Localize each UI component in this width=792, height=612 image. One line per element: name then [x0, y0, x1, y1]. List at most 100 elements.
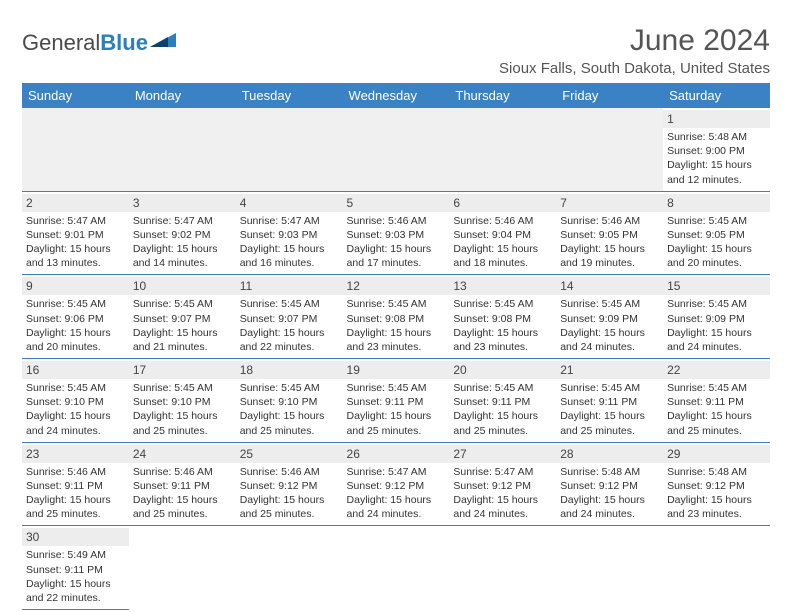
day-sunrise: Sunrise: 5:49 AM	[26, 548, 125, 562]
day-sunrise: Sunrise: 5:45 AM	[667, 381, 766, 395]
day-sunset: Sunset: 9:12 PM	[667, 479, 766, 493]
day-cell: 12Sunrise: 5:45 AMSunset: 9:08 PMDayligh…	[343, 275, 450, 358]
day-number: 30	[22, 528, 129, 546]
day-daylight1: Daylight: 15 hours	[26, 493, 125, 507]
day-daylight1: Daylight: 15 hours	[667, 326, 766, 340]
day-sunrise: Sunrise: 5:47 AM	[133, 214, 232, 228]
day-number: 19	[343, 361, 450, 379]
day-daylight1: Daylight: 15 hours	[667, 409, 766, 423]
day-sunrise: Sunrise: 5:46 AM	[560, 214, 659, 228]
day-number: 1	[663, 110, 770, 128]
day-sunrise: Sunrise: 5:45 AM	[453, 381, 552, 395]
empty-cell	[236, 108, 343, 191]
day-sunrise: Sunrise: 5:45 AM	[26, 381, 125, 395]
day-daylight2: and 25 minutes.	[240, 424, 339, 438]
day-daylight1: Daylight: 15 hours	[347, 493, 446, 507]
day-daylight1: Daylight: 15 hours	[133, 493, 232, 507]
day-daylight1: Daylight: 15 hours	[667, 242, 766, 256]
day-cell: 15Sunrise: 5:45 AMSunset: 9:09 PMDayligh…	[663, 275, 770, 358]
day-daylight1: Daylight: 15 hours	[453, 326, 552, 340]
day-sunset: Sunset: 9:11 PM	[26, 479, 125, 493]
day-daylight2: and 25 minutes.	[133, 507, 232, 521]
empty-cell	[343, 526, 450, 610]
day-cell: 8Sunrise: 5:45 AMSunset: 9:05 PMDaylight…	[663, 192, 770, 275]
day-sunrise: Sunrise: 5:47 AM	[347, 465, 446, 479]
day-sunset: Sunset: 9:11 PM	[133, 479, 232, 493]
week-row: 16Sunrise: 5:45 AMSunset: 9:10 PMDayligh…	[22, 359, 770, 443]
day-daylight2: and 12 minutes.	[667, 173, 766, 187]
day-daylight1: Daylight: 15 hours	[453, 242, 552, 256]
day-sunset: Sunset: 9:08 PM	[347, 312, 446, 326]
day-sunset: Sunset: 9:04 PM	[453, 228, 552, 242]
logo: GeneralBlue	[22, 30, 176, 56]
day-cell: 29Sunrise: 5:48 AMSunset: 9:12 PMDayligh…	[663, 443, 770, 526]
weekday-header: Sunday	[22, 83, 129, 108]
day-cell: 27Sunrise: 5:47 AMSunset: 9:12 PMDayligh…	[449, 443, 556, 526]
day-cell: 24Sunrise: 5:46 AMSunset: 9:11 PMDayligh…	[129, 443, 236, 526]
day-daylight1: Daylight: 15 hours	[133, 326, 232, 340]
day-number: 15	[663, 277, 770, 295]
empty-cell	[129, 526, 236, 610]
day-number: 27	[449, 445, 556, 463]
day-sunset: Sunset: 9:03 PM	[347, 228, 446, 242]
day-sunset: Sunset: 9:07 PM	[240, 312, 339, 326]
day-daylight2: and 24 minutes.	[667, 340, 766, 354]
day-daylight1: Daylight: 15 hours	[453, 409, 552, 423]
day-daylight1: Daylight: 15 hours	[667, 158, 766, 172]
day-cell: 25Sunrise: 5:46 AMSunset: 9:12 PMDayligh…	[236, 443, 343, 526]
day-daylight2: and 24 minutes.	[347, 507, 446, 521]
day-daylight1: Daylight: 15 hours	[133, 242, 232, 256]
day-daylight1: Daylight: 15 hours	[240, 409, 339, 423]
day-number: 10	[129, 277, 236, 295]
day-number: 24	[129, 445, 236, 463]
page-subtitle: Sioux Falls, South Dakota, United States	[499, 60, 770, 77]
day-daylight1: Daylight: 15 hours	[560, 493, 659, 507]
day-daylight2: and 25 minutes.	[453, 424, 552, 438]
day-number: 4	[236, 194, 343, 212]
day-sunset: Sunset: 9:00 PM	[667, 144, 766, 158]
day-daylight2: and 25 minutes.	[133, 424, 232, 438]
logo-text: GeneralBlue	[22, 30, 148, 56]
day-number: 2	[22, 194, 129, 212]
day-sunset: Sunset: 9:12 PM	[347, 479, 446, 493]
day-daylight2: and 21 minutes.	[133, 340, 232, 354]
day-daylight2: and 23 minutes.	[347, 340, 446, 354]
day-daylight2: and 23 minutes.	[453, 340, 552, 354]
day-cell: 22Sunrise: 5:45 AMSunset: 9:11 PMDayligh…	[663, 359, 770, 442]
day-daylight1: Daylight: 15 hours	[240, 493, 339, 507]
week-row: 1 Sunrise: 5:48 AMSunset: 9:00 PMDaylight…	[22, 108, 770, 191]
day-daylight2: and 16 minutes.	[240, 256, 339, 270]
page-title: June 2024	[499, 24, 770, 58]
day-cell: 14Sunrise: 5:45 AMSunset: 9:09 PMDayligh…	[556, 275, 663, 358]
day-sunset: Sunset: 9:06 PM	[26, 312, 125, 326]
day-daylight1: Daylight: 15 hours	[560, 242, 659, 256]
day-sunset: Sunset: 9:09 PM	[560, 312, 659, 326]
day-sunrise: Sunrise: 5:46 AM	[453, 214, 552, 228]
day-number: 28	[556, 445, 663, 463]
day-number: 7	[556, 194, 663, 212]
day-daylight1: Daylight: 15 hours	[26, 409, 125, 423]
day-sunrise: Sunrise: 5:48 AM	[667, 130, 766, 144]
day-sunrise: Sunrise: 5:45 AM	[133, 297, 232, 311]
day-cell: 21Sunrise: 5:45 AMSunset: 9:11 PMDayligh…	[556, 359, 663, 442]
day-sunset: Sunset: 9:10 PM	[240, 395, 339, 409]
logo-word2: Blue	[100, 30, 148, 55]
week-row: 9 Sunrise: 5:45 AM Sunset: 9:06 PM Daylight…	[22, 275, 770, 359]
day-number: 6	[449, 194, 556, 212]
day-daylight1: Daylight: 15 hours	[347, 409, 446, 423]
day-daylight1: Daylight: 15 hours	[347, 242, 446, 256]
day-daylight2: and 24 minutes.	[560, 507, 659, 521]
day-number: 18	[236, 361, 343, 379]
day-sunrise: Sunrise: 5:45 AM	[347, 297, 446, 311]
header: GeneralBlue June 2024 Sioux Falls, South…	[22, 24, 770, 77]
day-cell: 7Sunrise: 5:46 AMSunset: 9:05 PMDaylight…	[556, 192, 663, 275]
day-daylight1: Daylight: 15 hours	[347, 326, 446, 340]
day-sunset: Sunset: 9:11 PM	[667, 395, 766, 409]
empty-cell	[343, 108, 450, 191]
empty-cell	[22, 108, 129, 191]
day-daylight2: and 25 minutes.	[240, 507, 339, 521]
day-sunrise: Sunrise: 5:45 AM	[560, 381, 659, 395]
day-cell: 5Sunrise: 5:46 AMSunset: 9:03 PMDaylight…	[343, 192, 450, 275]
empty-cell	[236, 526, 343, 610]
day-number: 9	[22, 277, 129, 295]
